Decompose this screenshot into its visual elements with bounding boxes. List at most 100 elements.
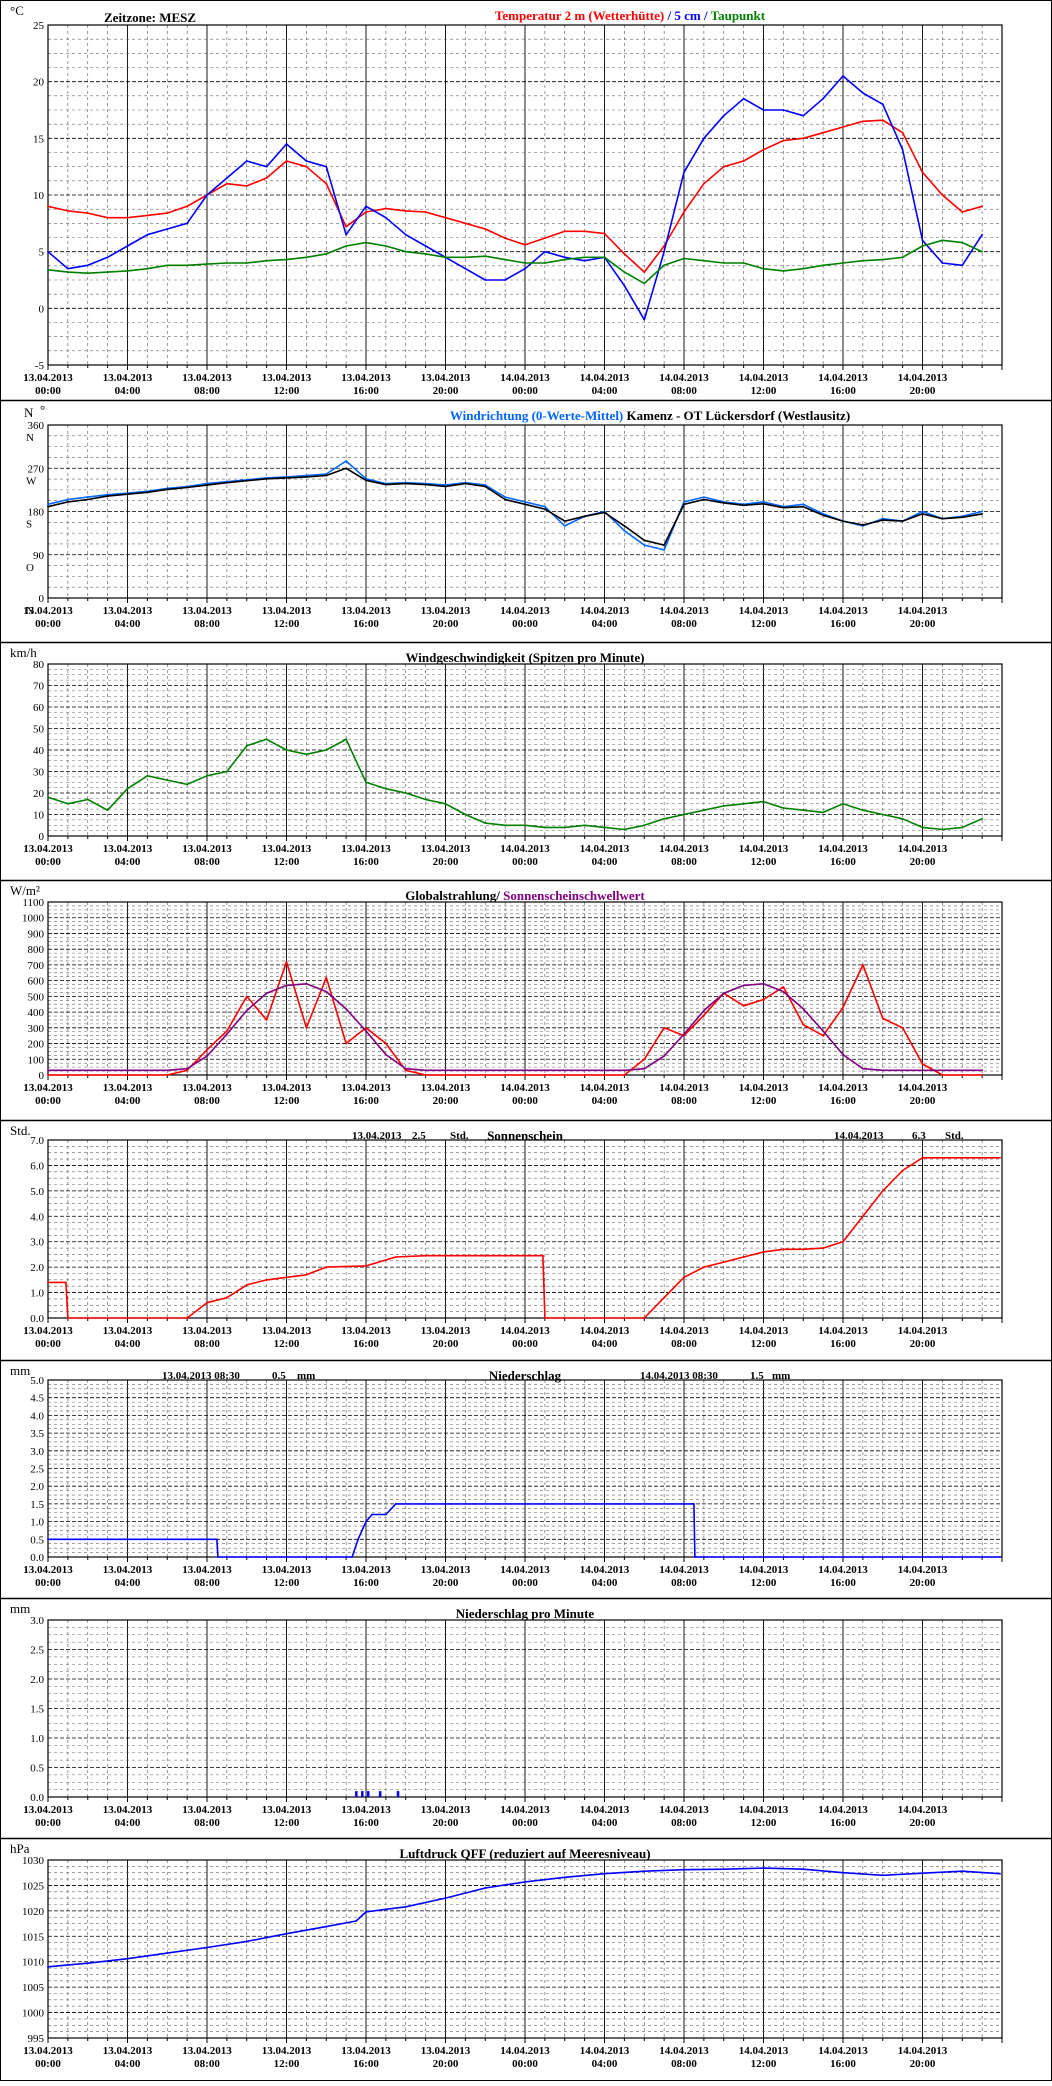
data-point xyxy=(126,493,129,496)
x-time-label: 16:00 xyxy=(830,856,856,868)
data-point xyxy=(881,258,884,261)
chart-title-part: Windrichtung (0-Werte-Mittel) xyxy=(450,408,623,423)
data-point xyxy=(742,1256,745,1258)
data-point xyxy=(742,984,745,987)
series-line-1 xyxy=(48,1157,1000,1319)
x-date-label: 14.04.2013 xyxy=(580,843,630,855)
chart-panel-1: 25 20 15 10 5 0 -5 °C Zeitzone: MESZ Temperatur 2… xyxy=(10,3,1003,397)
x-date-label: 13.04.2013 xyxy=(182,1325,232,1337)
data-point xyxy=(524,267,526,270)
data-point xyxy=(47,1074,49,1076)
x-time-label: 20:00 xyxy=(433,1338,459,1350)
y-tick-label: 3.0 xyxy=(30,1615,44,1627)
x-date-label: 13.04.2013 xyxy=(262,2045,312,2057)
x-date-label: 13.04.2013 xyxy=(23,1082,73,1094)
chart-panel-7: 3.0 2.5 2.0 1.5 1.0 0.5 0.0 mm Niederschlag pro … xyxy=(0,1597,1052,1829)
data-point xyxy=(861,92,864,94)
x-time-label: 16:00 xyxy=(353,1817,379,1829)
data-point xyxy=(623,1069,626,1072)
x-date-label: 14.04.2013 xyxy=(500,1564,550,1576)
chart-panel-8: 1030 1025 1020 1015 1010 1005 1000 995 hPa Luftdr… xyxy=(0,1837,1052,2070)
data-point xyxy=(371,1513,373,1516)
x-time-label: 00:00 xyxy=(512,856,538,868)
x-date-label: 13.04.2013 xyxy=(103,1804,153,1816)
data-point xyxy=(384,787,387,790)
x-date-label: 14.04.2013 xyxy=(580,1564,630,1576)
x-time-label: 04:00 xyxy=(592,2058,618,2070)
x-date-label: 13.04.2013 xyxy=(23,1325,73,1337)
data-point xyxy=(643,1870,646,1873)
data-point xyxy=(822,264,825,267)
x-date-label: 14.04.2013 xyxy=(818,1804,868,1816)
data-point xyxy=(186,1067,189,1070)
data-point xyxy=(365,1520,367,1523)
data-point xyxy=(225,177,228,179)
data-point xyxy=(404,1067,407,1070)
x-date-label: 13.04.2013 xyxy=(421,843,471,855)
x-time-label: 16:00 xyxy=(830,618,856,630)
x-date-label: 14.04.2013 xyxy=(500,1325,550,1337)
y-tick-label: 500 xyxy=(28,991,45,1003)
x-time-label: 04:00 xyxy=(592,385,618,397)
y-tick-label: 80 xyxy=(33,659,45,671)
data-point xyxy=(424,1254,427,1257)
data-point xyxy=(464,813,467,816)
x-date-label: 14.04.2013 xyxy=(739,1082,789,1094)
y-tick-label: 2.5 xyxy=(30,1645,44,1657)
data-point xyxy=(186,486,189,489)
data-point xyxy=(802,1008,805,1010)
data-point xyxy=(484,255,487,258)
series-line-1 xyxy=(48,1503,1000,1558)
data-point xyxy=(325,165,328,168)
data-point xyxy=(941,828,944,831)
data-point xyxy=(762,982,765,985)
data-point xyxy=(365,1264,367,1267)
data-point xyxy=(762,500,765,503)
data-point xyxy=(901,817,904,820)
y-tick-label: 1.5 xyxy=(30,1499,44,1511)
data-point xyxy=(206,1055,208,1058)
data-point xyxy=(47,1965,49,1968)
data-point xyxy=(345,1008,348,1010)
x-date-label: 13.04.2013 xyxy=(103,1564,153,1576)
data-point xyxy=(285,143,288,145)
x-date-label: 13.04.2013 xyxy=(23,1804,73,1816)
data-point xyxy=(365,241,367,244)
data-point xyxy=(444,1074,447,1076)
data-point xyxy=(921,239,924,242)
data-point xyxy=(881,813,884,816)
data-point xyxy=(623,1074,626,1076)
data-point xyxy=(206,263,208,266)
data-point xyxy=(424,245,427,247)
data-point xyxy=(663,549,666,551)
data-point xyxy=(802,505,805,508)
y-tick-label: 4.0 xyxy=(30,1211,44,1223)
data-point xyxy=(206,1946,208,1949)
data-point xyxy=(782,139,785,142)
data-point xyxy=(842,520,844,523)
data-point xyxy=(683,1276,685,1279)
x-date-label: 14.04.2013 xyxy=(580,372,630,384)
data-point xyxy=(305,476,308,478)
x-time-label: 12:00 xyxy=(751,385,777,397)
y-direction-label: W xyxy=(26,475,37,487)
y-tick-label: 600 xyxy=(28,976,45,988)
x-date-label: 13.04.2013 xyxy=(341,843,391,855)
data-point xyxy=(623,271,626,273)
data-point xyxy=(524,1880,526,1883)
data-point xyxy=(47,250,49,253)
y-tick-label: 300 xyxy=(28,1023,45,1035)
x-time-label: 16:00 xyxy=(353,2058,379,2070)
data-point xyxy=(861,524,864,526)
data-point xyxy=(245,1940,248,1943)
x-time-label: 20:00 xyxy=(910,1577,936,1589)
data-point xyxy=(842,1871,844,1874)
y-tick-label: 0.5 xyxy=(30,1763,44,1775)
x-time-label: 20:00 xyxy=(433,2058,459,2070)
y-unit-label: °C xyxy=(10,3,24,18)
y-tick-label: 1015 xyxy=(22,1931,45,1943)
x-time-label: 04:00 xyxy=(115,618,141,630)
x-date-label: 14.04.2013 xyxy=(898,2045,948,2057)
data-point xyxy=(345,460,348,462)
chart-title-part: Niederschlag pro Minute xyxy=(456,1606,595,1621)
